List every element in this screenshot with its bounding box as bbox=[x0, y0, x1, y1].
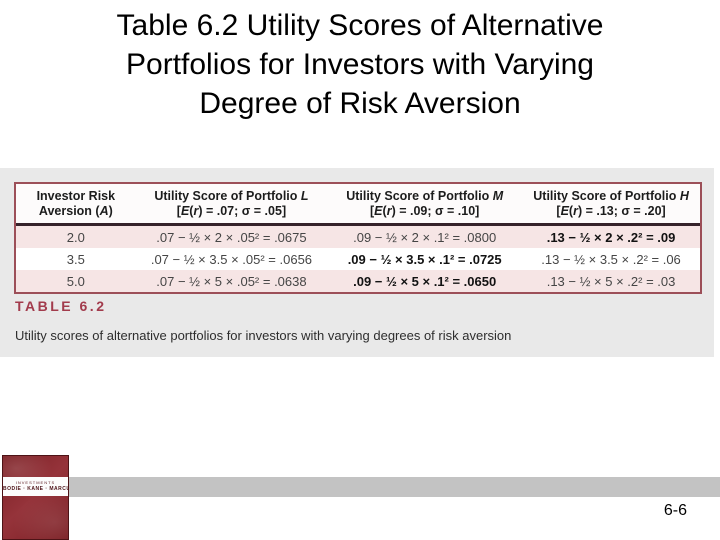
column-header-portfolio-m: Utility Score of Portfolio M [E(r) = .09… bbox=[346, 189, 504, 218]
cell-risk-aversion: 5.0 bbox=[66, 273, 85, 289]
title-line-1: Table 6.2 Utility Scores of Alternative bbox=[116, 9, 604, 42]
table-figure-panel: Investor Risk Aversion (A) Utility Score… bbox=[0, 168, 714, 357]
cell-portfolio-l: .07 − ½ × 2 × .05² = .0675 bbox=[156, 229, 307, 245]
textbook-cover-band: INVESTMENTS BODIE · KANE · MARCUS bbox=[3, 477, 68, 496]
cell-portfolio-l: .07 − ½ × 3.5 × .05² = .0656 bbox=[150, 251, 313, 267]
slide-page-number: 6-6 bbox=[663, 502, 687, 519]
cell-portfolio-m: .09 − ½ × 2 × .1² = .0800 bbox=[353, 229, 497, 245]
table-row: 3.5 .07 − ½ × 3.5 × .05² = .0656 .09 − ½… bbox=[16, 248, 700, 270]
cell-portfolio-l: .07 − ½ × 5 × .05² = .0638 bbox=[156, 273, 307, 289]
header-risk-line2: Aversion ( bbox=[38, 204, 100, 218]
title-line-2: Portfolios for Investors with Varying bbox=[126, 48, 594, 81]
table-header-row: Investor Risk Aversion (A) Utility Score… bbox=[16, 184, 700, 226]
header-risk-line1: Investor Risk bbox=[36, 189, 116, 203]
table-row: 5.0 .07 − ½ × 5 × .05² = .0638 .09 − ½ ×… bbox=[16, 270, 700, 292]
cell-risk-aversion: 2.0 bbox=[66, 229, 85, 245]
figure-label: TABLE 6.2 bbox=[15, 298, 107, 314]
table-row: 2.0 .07 − ½ × 2 × .05² = .0675 .09 − ½ ×… bbox=[16, 226, 700, 248]
textbook-cover-authors: BODIE · KANE · MARCUS bbox=[3, 486, 68, 492]
cell-portfolio-m-max-utility: .09 − ½ × 3.5 × .1² = .0725 bbox=[347, 251, 502, 267]
column-header-portfolio-l: Utility Score of Portfolio L [E(r) = .07… bbox=[154, 189, 309, 218]
column-header-risk-aversion: Investor Risk Aversion (A) bbox=[36, 189, 116, 218]
title-line-3: Degree of Risk Aversion bbox=[199, 87, 521, 120]
footer-divider-bar bbox=[69, 477, 720, 497]
cell-portfolio-h-max-utility: .13 − ½ × 2 × .2² = .09 bbox=[546, 229, 676, 245]
cell-portfolio-h: .13 − ½ × 3.5 × .2² = .06 bbox=[541, 251, 681, 267]
figure-caption: Utility scores of alternative portfolios… bbox=[15, 328, 512, 343]
cell-portfolio-h: .13 − ½ × 5 × .2² = .03 bbox=[546, 273, 676, 289]
textbook-cover-small-text: INVESTMENTS bbox=[15, 480, 56, 485]
column-header-portfolio-h: Utility Score of Portfolio H [E(r) = .13… bbox=[533, 189, 689, 218]
cell-portfolio-m-max-utility: .09 − ½ × 5 × .1² = .0650 bbox=[353, 273, 497, 289]
cell-risk-aversion: 3.5 bbox=[66, 251, 85, 267]
utility-scores-table: Investor Risk Aversion (A) Utility Score… bbox=[14, 182, 702, 294]
slide-title: Table 6.2 Utility Scores of Alternative … bbox=[0, 6, 720, 123]
textbook-cover-image: INVESTMENTS BODIE · KANE · MARCUS bbox=[2, 455, 69, 540]
